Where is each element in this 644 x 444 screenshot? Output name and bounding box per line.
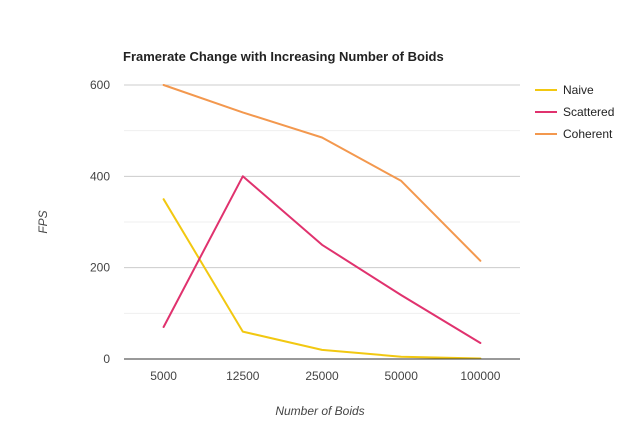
y-tick-label: 0	[103, 352, 110, 366]
x-tick-label: 50000	[385, 369, 419, 383]
x-axis-label: Number of Boids	[275, 404, 364, 418]
legend-label-coherent: Coherent	[563, 127, 613, 141]
x-axis-ticks: 5000 12500 25000 50000 100000	[150, 369, 500, 383]
y-axis-ticks: 0 200 400 600	[90, 78, 110, 366]
x-tick-label: 5000	[150, 369, 177, 383]
y-tick-label: 600	[90, 78, 110, 92]
series-line-scattered	[162, 175, 482, 344]
gridlines	[124, 84, 520, 314]
chart-title: Framerate Change with Increasing Number …	[123, 49, 444, 64]
legend-label-naive: Naive	[563, 83, 594, 97]
x-tick-label: 25000	[305, 369, 339, 383]
y-tick-label: 400	[90, 169, 110, 183]
legend-label-scattered: Scattered	[563, 105, 614, 119]
series-line-coherent	[162, 84, 482, 262]
legend: Naive Scattered Coherent	[535, 83, 614, 141]
y-axis-label: FPS	[36, 210, 50, 233]
series-lines	[162, 84, 482, 360]
series-line-naive	[162, 198, 482, 360]
y-tick-label: 200	[90, 261, 110, 275]
x-tick-label: 12500	[226, 369, 260, 383]
x-tick-label: 100000	[460, 369, 500, 383]
